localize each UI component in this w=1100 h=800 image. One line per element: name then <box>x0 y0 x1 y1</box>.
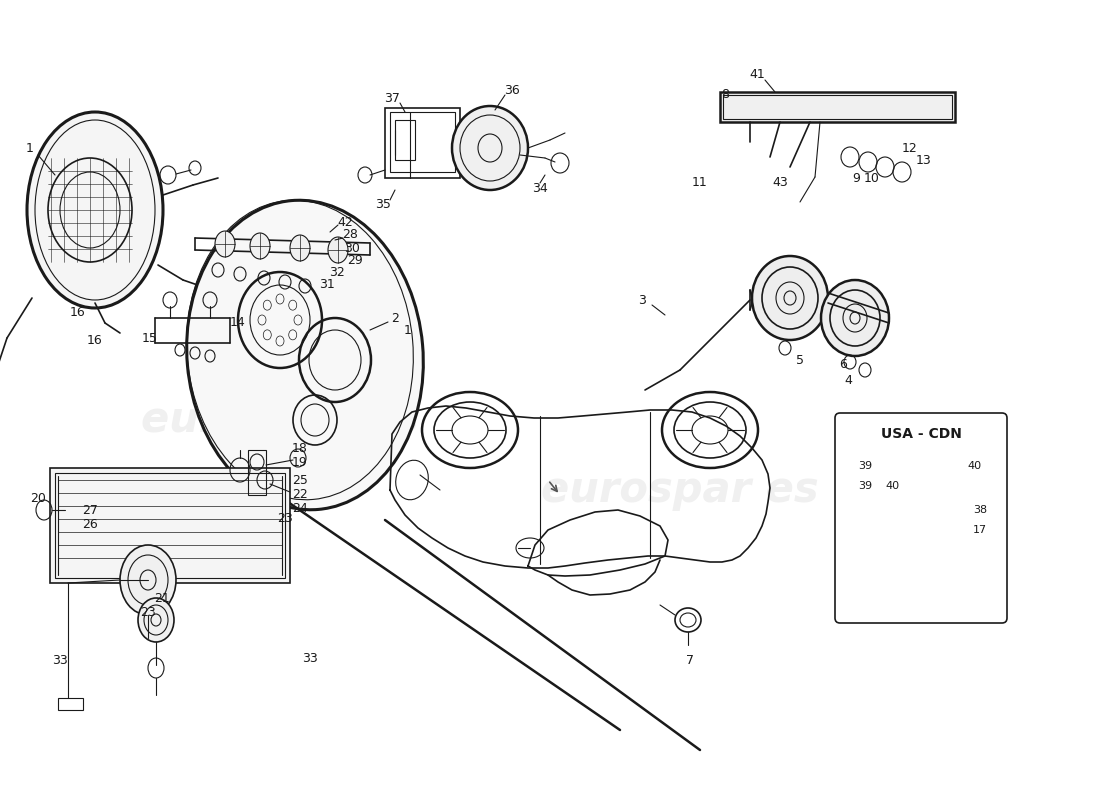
Text: 1: 1 <box>26 142 34 154</box>
Text: 6: 6 <box>839 358 847 371</box>
Text: 20: 20 <box>30 491 46 505</box>
Text: 19: 19 <box>293 455 308 469</box>
Text: eurospar es: eurospar es <box>68 515 272 545</box>
Text: 40: 40 <box>968 461 982 471</box>
Text: 3: 3 <box>638 294 646 306</box>
Ellipse shape <box>214 231 235 257</box>
FancyBboxPatch shape <box>835 413 1006 623</box>
Text: 26: 26 <box>82 518 98 530</box>
Text: 40: 40 <box>884 481 899 491</box>
Text: 38: 38 <box>972 505 987 515</box>
Text: 1: 1 <box>404 323 411 337</box>
Text: 41: 41 <box>749 69 764 82</box>
Bar <box>58 698 82 710</box>
Text: 39: 39 <box>858 481 872 491</box>
Text: 22: 22 <box>293 487 308 501</box>
Bar <box>55 473 285 578</box>
Text: 5: 5 <box>796 354 804 366</box>
Text: 23: 23 <box>277 511 293 525</box>
Ellipse shape <box>452 106 528 190</box>
Ellipse shape <box>28 112 163 308</box>
Text: 10: 10 <box>865 171 880 185</box>
Text: 4: 4 <box>844 374 851 386</box>
Text: 18: 18 <box>293 442 308 454</box>
Text: 43: 43 <box>772 175 788 189</box>
Text: 27: 27 <box>82 503 98 517</box>
Ellipse shape <box>752 256 828 340</box>
Bar <box>908 496 970 551</box>
Text: 32: 32 <box>329 266 345 278</box>
Text: 7: 7 <box>686 654 694 666</box>
Ellipse shape <box>120 545 176 615</box>
Text: 12: 12 <box>902 142 917 154</box>
Text: 16: 16 <box>70 306 86 318</box>
Bar <box>395 120 415 160</box>
Text: 11: 11 <box>692 175 708 189</box>
Text: 33: 33 <box>302 651 318 665</box>
Text: 34: 34 <box>532 182 548 194</box>
Text: 23: 23 <box>140 606 156 618</box>
Text: 14: 14 <box>230 317 246 330</box>
Bar <box>852 486 892 556</box>
Bar <box>390 112 455 172</box>
Ellipse shape <box>328 237 348 263</box>
Bar <box>723 95 952 119</box>
Bar <box>720 92 955 122</box>
Text: 13: 13 <box>916 154 932 166</box>
Text: 29: 29 <box>348 254 363 267</box>
Text: 25: 25 <box>293 474 308 486</box>
Text: 17: 17 <box>972 525 987 535</box>
Text: USA - CDN: USA - CDN <box>881 427 961 441</box>
Text: 31: 31 <box>319 278 334 291</box>
Text: 2: 2 <box>392 311 399 325</box>
Ellipse shape <box>290 235 310 261</box>
Text: 42: 42 <box>337 215 353 229</box>
Text: 36: 36 <box>504 83 520 97</box>
Ellipse shape <box>138 598 174 642</box>
Text: 33: 33 <box>52 654 68 666</box>
Bar <box>50 468 290 583</box>
Text: eurospar es: eurospar es <box>541 469 818 511</box>
Text: 16: 16 <box>87 334 103 346</box>
Text: 15: 15 <box>142 331 158 345</box>
Bar <box>248 450 266 495</box>
Text: 21: 21 <box>154 591 169 605</box>
Text: 37: 37 <box>384 91 400 105</box>
Ellipse shape <box>821 280 889 356</box>
Text: 8: 8 <box>720 89 729 102</box>
Text: 39: 39 <box>858 461 872 471</box>
Text: 24: 24 <box>293 502 308 514</box>
Text: eurospar es: eurospar es <box>141 399 419 441</box>
Text: 35: 35 <box>375 198 390 211</box>
Text: 9: 9 <box>852 171 860 185</box>
Text: 30: 30 <box>344 242 360 254</box>
Bar <box>385 108 460 178</box>
Text: 28: 28 <box>342 229 358 242</box>
Ellipse shape <box>250 233 270 259</box>
Ellipse shape <box>187 200 424 510</box>
